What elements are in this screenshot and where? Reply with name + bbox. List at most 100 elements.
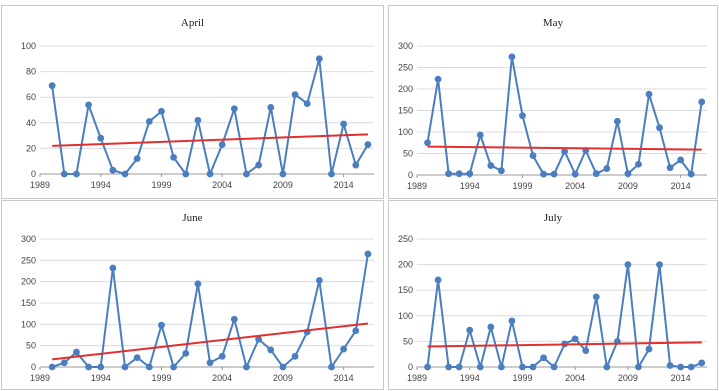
series-line <box>51 57 369 175</box>
x-tick-label: 1994 <box>460 373 480 383</box>
data-point <box>466 326 474 334</box>
data-point <box>540 354 547 362</box>
trend-line <box>52 322 369 361</box>
data-point <box>218 352 226 360</box>
x-tick-label: 1989 <box>407 181 427 191</box>
x-tick-label: 1999 <box>512 373 532 383</box>
series-line <box>426 55 703 176</box>
chart-title: April <box>181 17 204 29</box>
data-point <box>666 164 674 172</box>
data-point <box>497 363 505 371</box>
chart-july: July 0 50 100 150 200 250 1989 1994 1999 2004 2009 2… <box>398 212 707 383</box>
y-tick-label: 50 <box>403 149 413 159</box>
data-point <box>561 147 569 155</box>
data-point <box>182 349 190 357</box>
data-point <box>279 363 287 371</box>
data-point <box>267 346 275 354</box>
data-point <box>48 82 56 90</box>
chart-june: June 0 50 100 150 200 250 300 1989 1994 1999 2004 20… <box>21 212 374 383</box>
x-tick-label: 1989 <box>30 373 50 383</box>
data-point <box>85 363 92 371</box>
x-tick-label: 2014 <box>334 180 354 190</box>
y-tick-label: 0 <box>408 170 413 180</box>
data-point <box>645 345 653 353</box>
data-point <box>476 131 484 139</box>
data-point <box>519 363 526 371</box>
data-point <box>133 354 141 362</box>
x-tick-label: 2014 <box>334 373 354 383</box>
data-point <box>340 345 348 353</box>
trend-line <box>52 133 368 147</box>
data-point <box>540 170 547 178</box>
data-point <box>603 165 611 172</box>
data-point <box>303 100 311 107</box>
data-point <box>529 152 537 160</box>
data-point <box>592 170 600 178</box>
data-point <box>315 55 323 63</box>
x-tick-label: 1994 <box>460 181 480 191</box>
x-tick-label: 2004 <box>565 373 585 383</box>
data-point <box>550 170 558 178</box>
data-point <box>85 101 92 109</box>
y-tick-label: 0 <box>408 362 413 372</box>
x-tick-label: 2009 <box>618 181 638 191</box>
data-point <box>656 124 663 132</box>
data-point <box>218 141 226 148</box>
data-point <box>434 276 442 284</box>
data-point <box>603 363 611 371</box>
data-point <box>645 90 653 98</box>
data-point <box>487 323 495 331</box>
data-point <box>182 170 190 178</box>
data-point <box>328 170 335 178</box>
data-point <box>519 112 526 120</box>
y-tick-label: 150 <box>21 298 36 308</box>
x-tick-label: 1994 <box>91 180 111 190</box>
data-point <box>73 348 80 356</box>
y-tick-label: 50 <box>26 341 36 351</box>
y-tick-label: 20 <box>26 143 36 153</box>
data-point <box>60 359 68 367</box>
y-tick-label: 250 <box>398 63 413 73</box>
data-point <box>230 315 238 323</box>
x-tick-label: 2009 <box>618 373 638 383</box>
data-point <box>291 91 299 99</box>
data-point <box>145 363 153 371</box>
data-point <box>571 335 579 343</box>
data-point <box>109 166 117 174</box>
data-point <box>158 107 165 115</box>
x-tick-label: 2014 <box>671 181 691 191</box>
data-point <box>97 363 105 371</box>
data-point <box>455 170 463 178</box>
data-point <box>340 120 348 128</box>
data-point <box>364 250 372 258</box>
x-tick-label: 2014 <box>671 373 691 383</box>
data-point <box>352 161 360 169</box>
y-tick-label: 100 <box>398 127 413 137</box>
data-point <box>206 170 214 178</box>
data-point <box>60 170 68 178</box>
data-point <box>529 363 537 371</box>
data-point <box>455 363 463 371</box>
data-point <box>121 170 129 178</box>
data-point <box>624 170 632 178</box>
x-tick-label: 2009 <box>273 180 293 190</box>
chart-panel-july: July 0 50 100 150 200 250 1989 1994 1999 2004 2009 2… <box>388 200 718 390</box>
data-point <box>133 155 141 163</box>
data-point <box>170 363 178 371</box>
data-point <box>487 162 495 169</box>
chart-title: July <box>544 212 563 224</box>
data-point <box>592 293 600 301</box>
data-point <box>698 359 706 367</box>
y-tick-label: 100 <box>21 319 36 329</box>
data-point <box>364 141 372 148</box>
data-point <box>445 363 453 371</box>
chart-may: May 0 50 100 150 200 250 300 1989 1994 1999 2004 200… <box>398 17 707 191</box>
data-point <box>497 167 505 175</box>
y-tick-label: 50 <box>403 336 413 346</box>
data-point <box>424 139 431 147</box>
data-point <box>677 156 685 164</box>
x-tick-label: 1989 <box>30 180 50 190</box>
chart-panel-may: May 0 50 100 150 200 250 300 1989 1994 1999 2004 200… <box>388 5 718 199</box>
data-point <box>109 264 117 272</box>
y-tick-label: 60 <box>26 92 36 102</box>
